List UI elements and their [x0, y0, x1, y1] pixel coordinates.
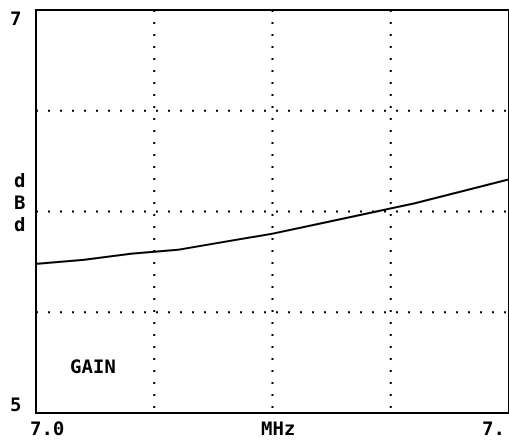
x-axis-label: MHz: [261, 418, 296, 440]
y-tick-label-bottom: 5: [10, 394, 22, 416]
gain-curve: [35, 178, 509, 265]
grid: [36, 10, 509, 413]
x-tick-label-start: 7.0: [30, 418, 65, 440]
y-axis-label-char: B: [14, 192, 26, 214]
y-axis-label-char: d: [14, 170, 26, 192]
y-tick-label-top: 7: [10, 8, 22, 30]
x-tick-label-end: 7.: [482, 418, 505, 440]
y-axis-label-char: d: [14, 214, 26, 236]
annotation-gain: GAIN: [70, 356, 116, 378]
plot-frame: [35, 9, 509, 414]
